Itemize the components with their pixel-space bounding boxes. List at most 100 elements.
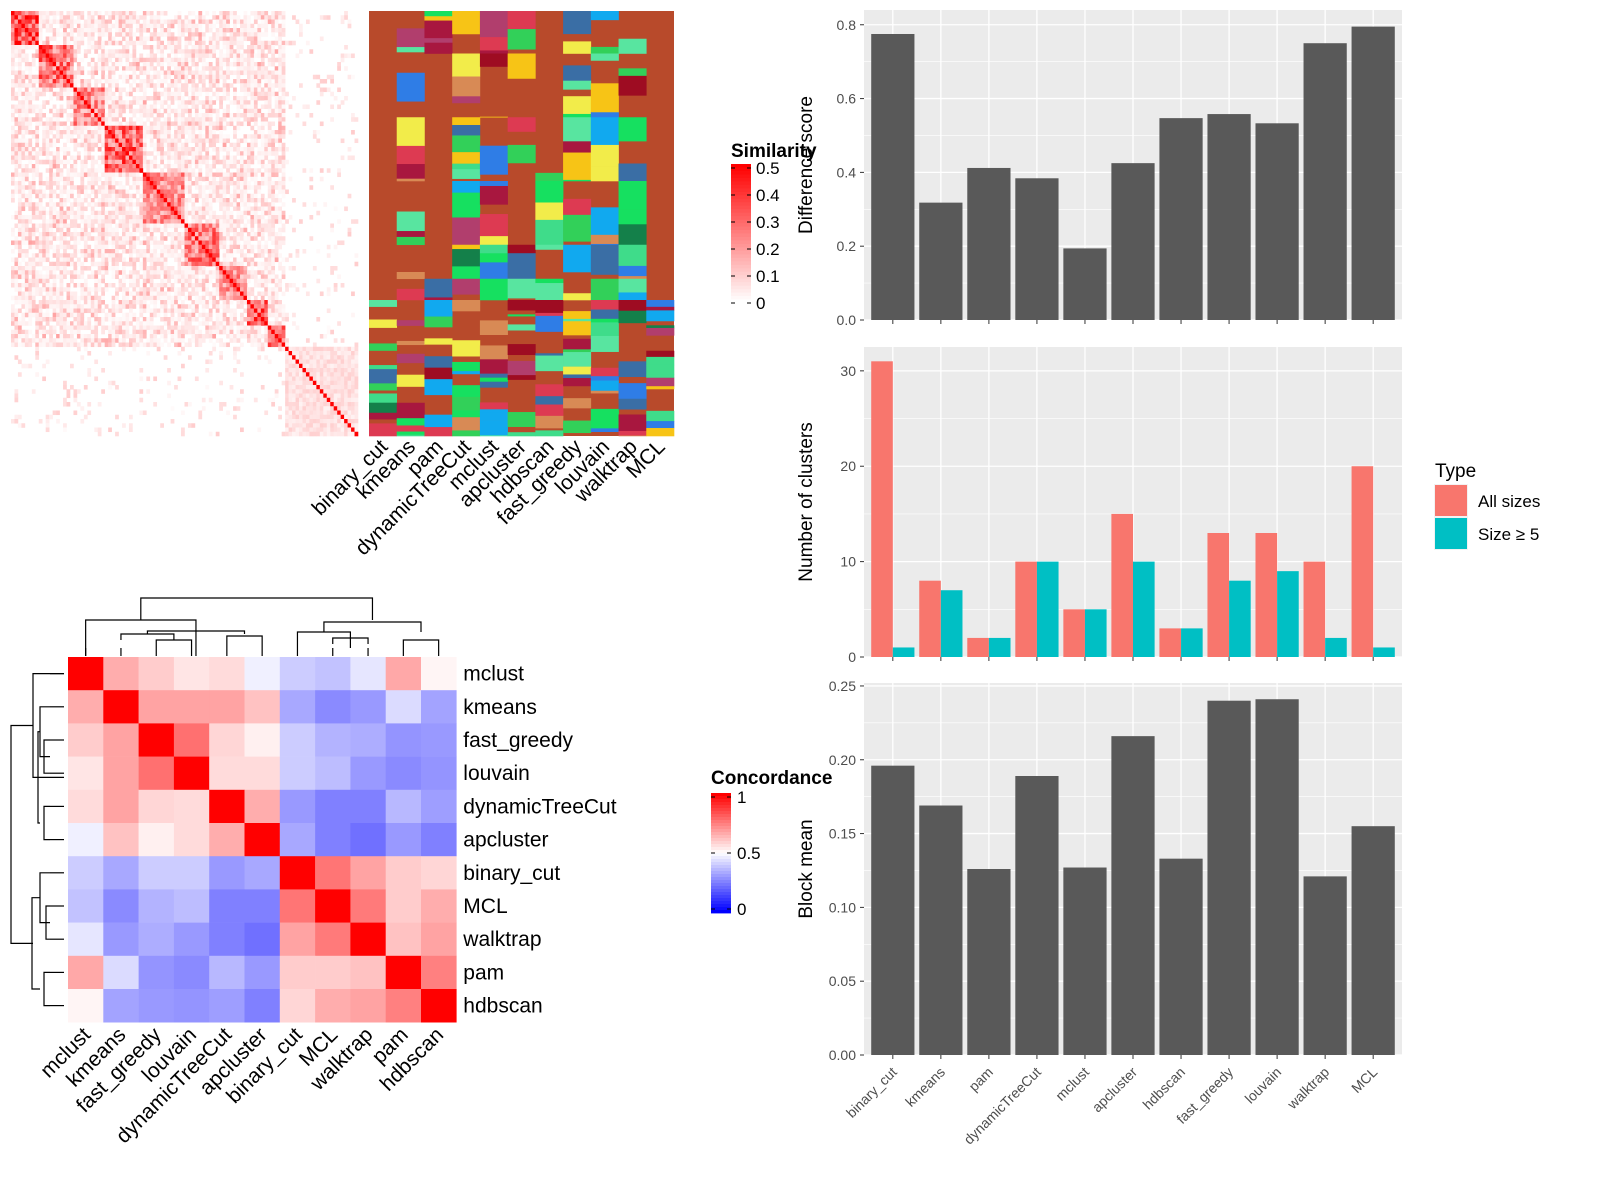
similarity-cell: [142, 130, 147, 135]
similarity-cell: [267, 62, 272, 67]
similarity-cell: [118, 283, 123, 288]
similarity-cell: [59, 134, 64, 139]
similarity-cell: [87, 291, 92, 297]
similarity-cell: [330, 223, 335, 229]
similarity-cell: [191, 87, 196, 93]
similarity-cell: [292, 198, 296, 203]
similarity-cell: [83, 168, 88, 173]
similarity-cell: [194, 304, 199, 309]
similarity-cell: [66, 193, 71, 199]
similarity-cell: [156, 244, 161, 250]
similarity-cell: [271, 142, 276, 148]
similarity-cell: [31, 189, 36, 195]
similarity-cell: [63, 176, 67, 182]
similarity-cell: [139, 219, 144, 224]
similarity-cell: [87, 142, 92, 148]
similarity-cell: [229, 172, 234, 178]
similarity-cell: [45, 181, 50, 186]
similarity-cell: [222, 172, 227, 178]
similarity-cell: [14, 151, 19, 156]
similarity-cell: [184, 270, 189, 275]
similarity-cell: [108, 176, 112, 182]
similarity-cell: [14, 317, 19, 322]
similarity-cell: [191, 130, 196, 135]
similarity-cell: [170, 49, 175, 54]
similarity-cell: [139, 15, 144, 20]
similarity-cell: [187, 240, 192, 246]
similarity-cell: [90, 36, 95, 42]
similarity-cell: [139, 274, 144, 280]
similarity-cell: [132, 244, 137, 250]
similarity-cell: [38, 312, 43, 318]
similarity-cell: [14, 40, 19, 46]
similarity-cell: [11, 317, 15, 322]
similarity-cell: [132, 266, 137, 271]
similarity-cell: [111, 215, 116, 220]
similarity-cell: [257, 45, 262, 50]
similarity-cell: [132, 219, 137, 224]
similarity-cell: [69, 329, 74, 335]
similarity-cell: [52, 215, 57, 220]
similarity-cell: [181, 202, 185, 207]
similarity-cell: [156, 57, 161, 63]
similarity-cell: [21, 185, 26, 190]
similarity-cell: [80, 108, 85, 114]
similarity-cell: [80, 121, 85, 127]
similarity-cell: [132, 300, 137, 305]
similarity-cell: [28, 15, 33, 20]
similarity-cell: [52, 155, 57, 161]
similarity-cell: [35, 11, 40, 16]
similarity-cell: [156, 253, 161, 258]
similarity-cell: [11, 329, 15, 335]
similarity-cell: [184, 74, 189, 80]
similarity-cell: [122, 240, 126, 246]
similarity-cell: [205, 87, 210, 93]
similarity-cell: [271, 185, 276, 190]
similarity-cell: [28, 206, 33, 212]
similarity-cell: [115, 308, 119, 314]
similarity-cell: [278, 23, 282, 29]
similarity-cell: [118, 96, 123, 101]
similarity-cell: [233, 113, 237, 118]
similarity-cell: [174, 130, 178, 135]
similarity-cell: [128, 19, 133, 25]
similarity-cell: [73, 57, 78, 63]
similarity-cell: [257, 91, 262, 97]
similarity-cell: [59, 219, 64, 224]
similarity-cell: [66, 62, 71, 67]
similarity-cell: [76, 11, 81, 16]
similarity-cell: [274, 198, 279, 203]
similarity-cell: [14, 15, 19, 20]
similarity-cell: [21, 329, 26, 335]
similarity-cell: [142, 159, 147, 165]
similarity-cell: [163, 45, 168, 50]
similarity-cell: [59, 253, 64, 258]
similarity-cell: [149, 121, 154, 127]
similarity-cell: [264, 23, 269, 29]
similarity-cell: [246, 193, 251, 199]
similarity-cell: [101, 249, 105, 254]
similarity-cell: [177, 189, 182, 195]
similarity-cell: [149, 257, 154, 263]
similarity-cell: [229, 193, 234, 199]
similarity-cell: [125, 62, 130, 67]
similarity-cell: [11, 62, 15, 67]
similarity-cell: [17, 210, 22, 216]
similarity-cell: [222, 206, 227, 212]
similarity-cell: [319, 291, 324, 297]
similarity-cell: [66, 45, 71, 50]
similarity-cell: [17, 172, 22, 178]
similarity-cell: [52, 28, 57, 33]
similarity-cell: [191, 159, 196, 165]
similarity-cell: [243, 193, 248, 199]
similarity-cell: [139, 57, 144, 63]
similarity-cell: [167, 329, 171, 335]
similarity-cell: [90, 304, 95, 309]
similarity-cell: [167, 300, 171, 305]
similarity-cell: [115, 270, 119, 275]
similarity-cell: [257, 151, 262, 156]
similarity-cell: [229, 181, 234, 186]
similarity-cell: [59, 23, 64, 29]
similarity-cell: [174, 278, 178, 284]
similarity-cell: [111, 206, 116, 212]
